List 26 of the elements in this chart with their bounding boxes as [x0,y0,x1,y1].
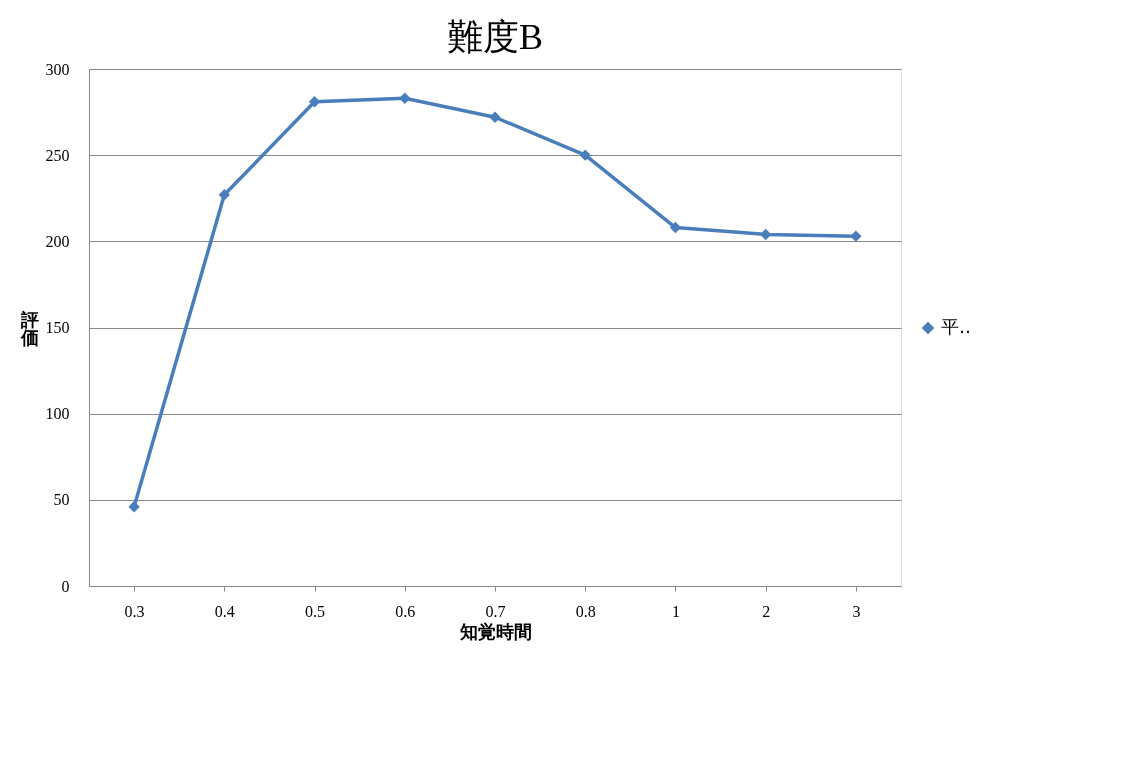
x-tick-label: 0.3 [124,602,145,620]
y-tick-label: 300 [45,60,70,78]
y-tick-label: 0 [61,577,70,595]
x-tick-label: 0.5 [305,602,326,620]
point [399,92,411,104]
chart-title: 難度B [446,17,544,57]
y-axis-title: 評価 [19,309,39,348]
legend-label: 平‥ [941,316,972,337]
y-tick-label: 100 [45,405,70,423]
x-tick-label: 0.6 [395,602,416,620]
point [218,189,231,201]
x-axis-title: 知覚時間 [458,621,532,642]
x-tick-label: 1 [671,602,680,620]
x-tick-label: 2 [762,602,771,620]
x-tick-label: 3 [852,602,861,620]
x-tick-label: 0.8 [575,602,596,620]
y-tick-label: 250 [45,146,70,164]
point [489,111,501,123]
point [579,149,591,161]
y-tick-label: 200 [45,232,70,250]
x-tick-label: 0.7 [485,602,506,620]
y-tick-label: 50 [53,491,70,509]
x-tick-label: 0.4 [214,602,235,620]
point [850,230,862,242]
point [128,501,140,513]
y-tick-label: 150 [45,319,70,336]
